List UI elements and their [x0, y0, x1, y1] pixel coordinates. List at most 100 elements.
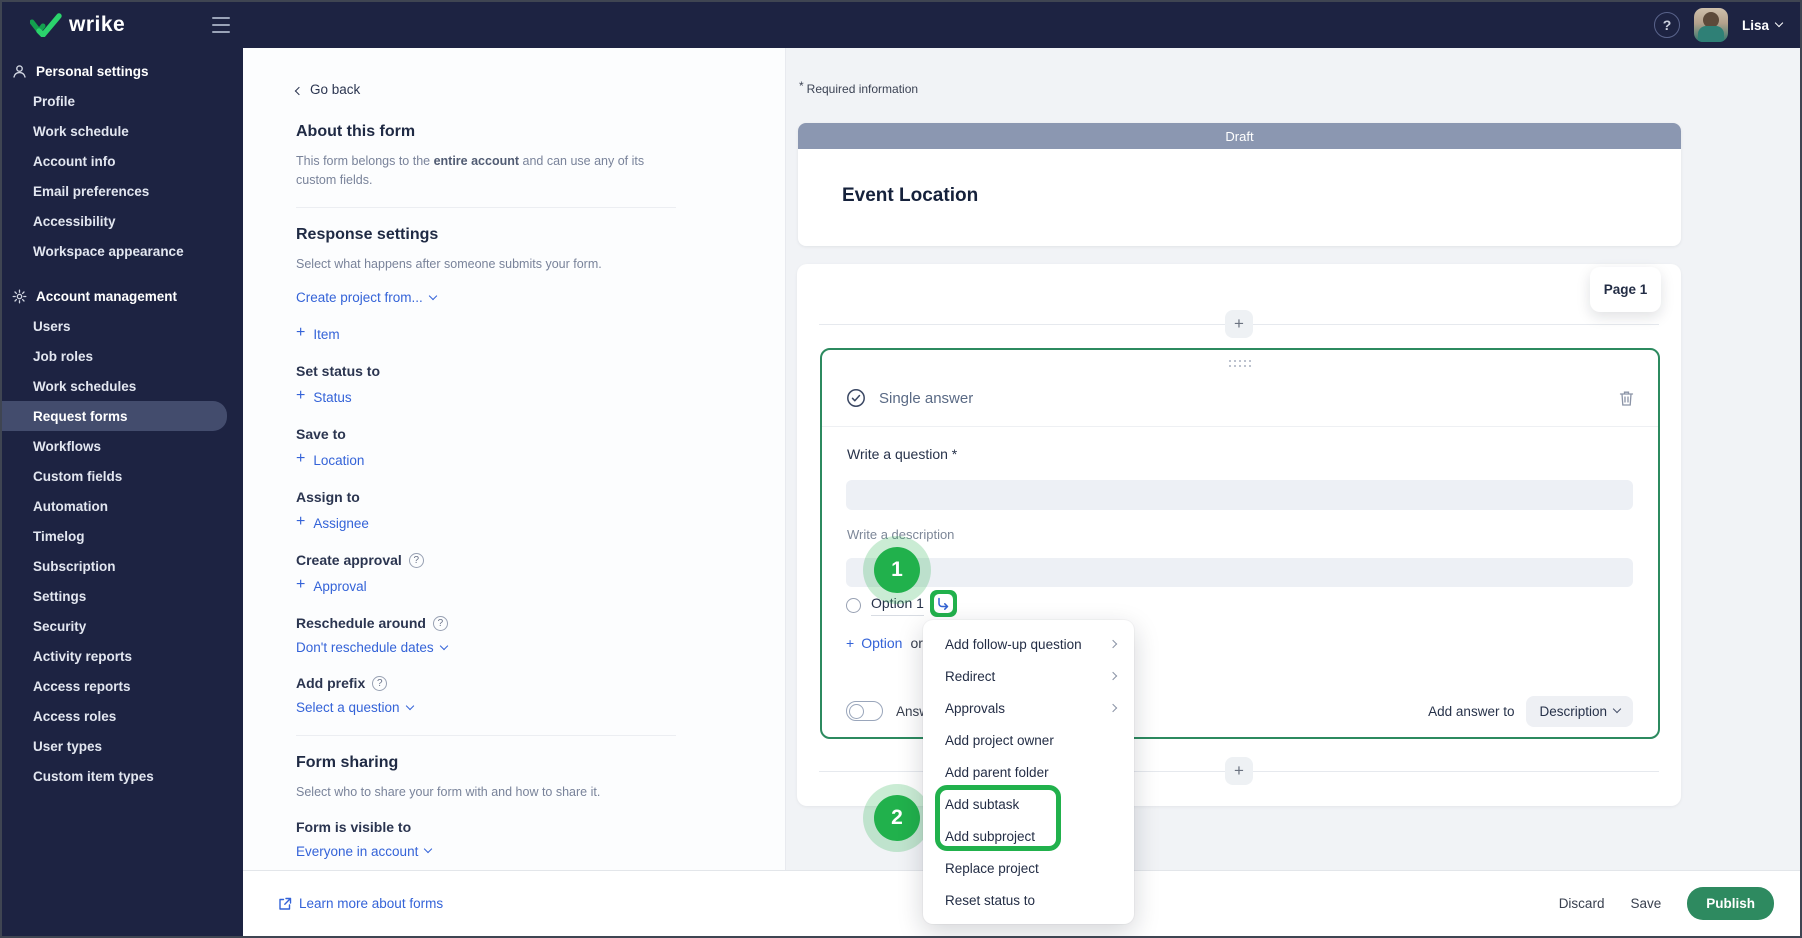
add-option-button[interactable]: + Option: [846, 635, 903, 651]
answer-target-dropdown[interactable]: Description: [1526, 695, 1633, 727]
sidebar-item-profile[interactable]: Profile: [33, 93, 76, 109]
discard-button[interactable]: Discard: [1558, 896, 1605, 911]
add-option-row: + Option or: [846, 635, 923, 651]
trash-icon[interactable]: [1619, 390, 1634, 407]
sidebar-item-automation[interactable]: Automation: [33, 498, 108, 514]
add-answer-to-label: Add answer to: [1428, 703, 1515, 719]
sidebar-item-work-schedule[interactable]: Work schedule: [33, 123, 129, 139]
sidebar-item-timelog[interactable]: Timelog: [33, 528, 85, 544]
menu-item-reset-status-to[interactable]: Reset status to: [945, 892, 1036, 908]
sidebar-item-account-info[interactable]: Account info: [33, 153, 116, 169]
sidebar-item-settings[interactable]: Settings: [33, 588, 87, 604]
add-item-button[interactable]: + Item: [296, 324, 340, 342]
create-project-from-dropdown[interactable]: Create project from...: [296, 290, 745, 305]
plus-icon: +: [846, 635, 855, 651]
plus-icon: +: [296, 324, 306, 342]
insert-question-divider: +: [819, 310, 1659, 338]
sidebar-item-work-schedules[interactable]: Work schedules: [33, 378, 137, 394]
plus-icon: +: [296, 450, 306, 468]
plus-icon: +: [296, 513, 306, 531]
help-icon[interactable]: ?: [432, 615, 448, 631]
about-form-description: This form belongs to the entire account …: [296, 154, 645, 188]
form-title[interactable]: Event Location: [842, 185, 979, 206]
section-label: Account management: [36, 288, 178, 304]
add-prefix-label: Add prefix ?: [296, 675, 745, 691]
hamburger-menu-icon[interactable]: [212, 17, 230, 33]
response-settings-title: Response settings: [296, 225, 439, 243]
sidebar-item-request-forms[interactable]: Request forms: [2, 401, 227, 431]
menu-item-add-parent-folder[interactable]: Add parent folder: [945, 764, 1049, 780]
chevron-right-icon: [1108, 671, 1118, 681]
help-icon[interactable]: ?: [408, 552, 424, 568]
annotation-highlight-box: [935, 785, 1061, 851]
question-type-label[interactable]: Single answer: [879, 389, 974, 407]
set-status-label: Set status to: [296, 363, 381, 380]
add-question-button[interactable]: +: [1225, 310, 1253, 338]
sidebar-item-job-roles[interactable]: Job roles: [33, 348, 94, 364]
sidebar-item-custom-item-types[interactable]: Custom item types: [33, 768, 154, 784]
sidebar-item-security[interactable]: Security: [33, 618, 87, 634]
required-information-note: * Required information: [799, 79, 919, 96]
sidebar-item-workspace-appearance[interactable]: Workspace appearance: [33, 243, 184, 259]
go-back-link[interactable]: Go back: [294, 82, 745, 97]
chevron-down-icon: [424, 844, 433, 854]
menu-item-replace-project[interactable]: Replace project: [945, 860, 1039, 876]
sidebar-item-user-types[interactable]: User types: [33, 738, 103, 754]
option-label[interactable]: Option 1: [871, 595, 924, 616]
form-visible-dropdown[interactable]: Everyone in account: [296, 844, 745, 859]
question-input[interactable]: [846, 480, 1633, 510]
avatar[interactable]: [1693, 8, 1728, 42]
page-tab[interactable]: Page 1: [1590, 267, 1661, 312]
option-row: Option 1: [846, 590, 957, 619]
top-bar: wrike ? Lisa: [2, 2, 1800, 48]
learn-more-link[interactable]: Learn more about forms: [278, 896, 443, 911]
description-input[interactable]: [846, 558, 1633, 587]
assign-to-label: Assign to: [296, 489, 360, 506]
sidebar-item-accessibility[interactable]: Accessibility: [33, 213, 116, 229]
external-link-icon: [279, 897, 292, 910]
add-question-button[interactable]: +: [1225, 757, 1253, 785]
chevron-right-icon: [1108, 639, 1118, 649]
divider: [296, 735, 676, 737]
sidebar-item-workflows[interactable]: Workflows: [33, 438, 102, 454]
radio-icon[interactable]: [846, 598, 861, 613]
question-card-selected[interactable]: Single answer Write a question * Write a…: [820, 348, 1660, 739]
save-to-label: Save to: [296, 426, 346, 443]
topbar-right: ? Lisa: [1653, 8, 1784, 42]
save-button[interactable]: Save: [1630, 896, 1662, 911]
add-location-button[interactable]: + Location: [296, 450, 365, 468]
sidebar-item-activity-reports[interactable]: Activity reports: [33, 648, 133, 664]
sidebar-item-users[interactable]: Users: [33, 318, 71, 334]
sidebar-item-email-preferences[interactable]: Email preferences: [33, 183, 150, 199]
sidebar-item-subscription[interactable]: Subscription: [33, 558, 116, 574]
wrike-logo[interactable]: wrike: [30, 13, 125, 37]
divider: [296, 206, 676, 208]
single-answer-icon: [847, 389, 865, 407]
menu-item-add-project-owner[interactable]: Add project owner: [945, 732, 1054, 748]
menu-item-add-subtask[interactable]: Add subtask: [945, 796, 1020, 812]
add-option-conjunction: or: [910, 635, 923, 651]
menu-item-add-subproject[interactable]: Add subproject: [945, 828, 1036, 844]
menu-item-approvals[interactable]: Approvals: [923, 692, 1134, 724]
reschedule-dropdown[interactable]: Don't reschedule dates: [296, 640, 745, 655]
person-icon: [13, 64, 26, 78]
publish-button[interactable]: Publish: [1687, 887, 1774, 920]
add-approval-button[interactable]: + Approval: [296, 576, 367, 594]
chevron-down-icon: [405, 701, 414, 710]
answer-required-toggle[interactable]: [846, 701, 883, 721]
add-status-button[interactable]: + Status: [296, 387, 352, 405]
add-assignee-button[interactable]: + Assignee: [296, 513, 369, 531]
help-icon[interactable]: ?: [1653, 12, 1680, 38]
sidebar-item-access-reports[interactable]: Access reports: [33, 678, 131, 694]
follow-up-action-button[interactable]: [929, 590, 957, 617]
menu-item-add-follow-up-question[interactable]: Add follow-up question: [923, 628, 1134, 660]
sidebar-item-access-roles[interactable]: Access roles: [33, 708, 117, 724]
sidebar-item-custom-fields[interactable]: Custom fields: [33, 468, 123, 484]
form-sharing-subtitle: Select who to share your form with and h…: [296, 785, 601, 800]
prefix-question-dropdown[interactable]: Select a question: [296, 700, 745, 715]
user-menu[interactable]: Lisa: [1742, 18, 1784, 33]
help-icon[interactable]: ?: [372, 675, 388, 691]
menu-item-redirect[interactable]: Redirect: [923, 660, 1134, 692]
drag-handle-icon[interactable]: [1228, 359, 1252, 368]
annotation-step-2: 2: [874, 795, 920, 841]
